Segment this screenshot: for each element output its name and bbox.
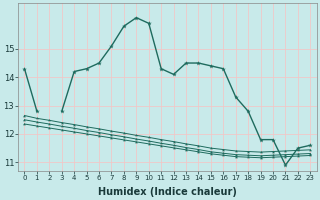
X-axis label: Humidex (Indice chaleur): Humidex (Indice chaleur) (98, 187, 237, 197)
